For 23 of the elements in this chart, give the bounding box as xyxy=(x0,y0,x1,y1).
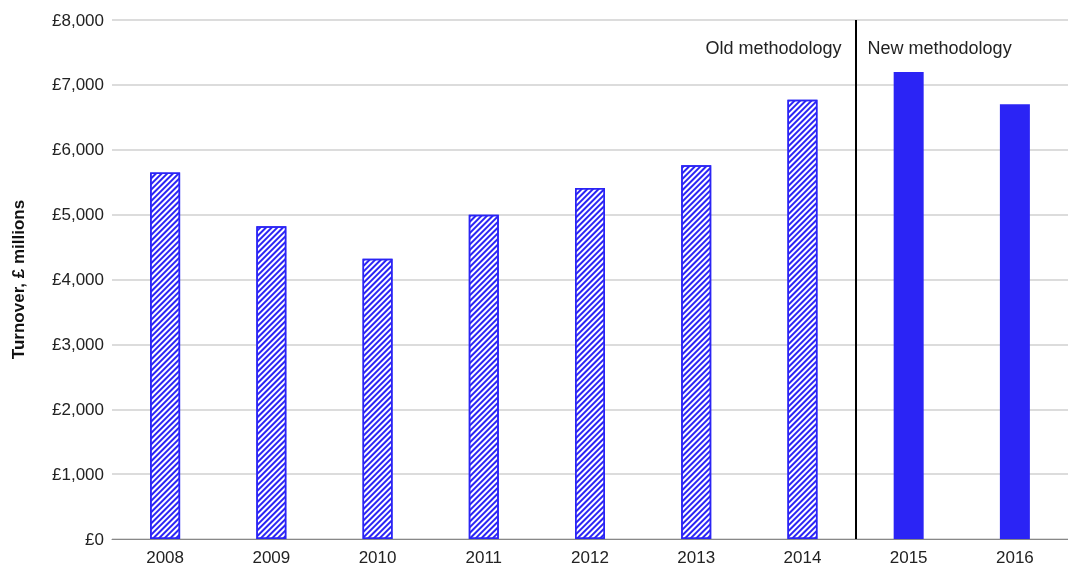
x-tick-label: 2008 xyxy=(146,548,185,567)
y-tick-label: £2,000 xyxy=(52,399,104,419)
y-tick-label: £5,000 xyxy=(52,205,104,225)
x-tick-label: 2016 xyxy=(995,548,1034,567)
x-tick-label: 2011 xyxy=(465,548,503,567)
y-tick-label: £1,000 xyxy=(52,464,104,484)
bar xyxy=(999,104,1030,539)
series-label: New methodology xyxy=(867,38,1012,58)
x-tick-label: 2014 xyxy=(783,548,822,567)
y-tick-label: £4,000 xyxy=(52,270,104,289)
x-tick-label: 2012 xyxy=(571,548,609,567)
y-axis-title: Turnover, £ millions xyxy=(9,199,28,360)
text: Old methodology xyxy=(705,38,842,58)
bar xyxy=(893,71,924,539)
x-tick-label: 2009 xyxy=(252,548,291,567)
y-tick-label: £7,000 xyxy=(52,75,104,95)
x-tick-label: 2015 xyxy=(889,548,928,567)
x-tick-label: 2010 xyxy=(358,548,397,567)
y-tick-label: £6,000 xyxy=(52,140,104,160)
y-tick-label: £8,000 xyxy=(52,10,104,30)
y-tick-label: £3,000 xyxy=(52,334,104,354)
x-tick-label: 2013 xyxy=(677,548,716,567)
y-tick-label: £0 xyxy=(85,529,104,549)
